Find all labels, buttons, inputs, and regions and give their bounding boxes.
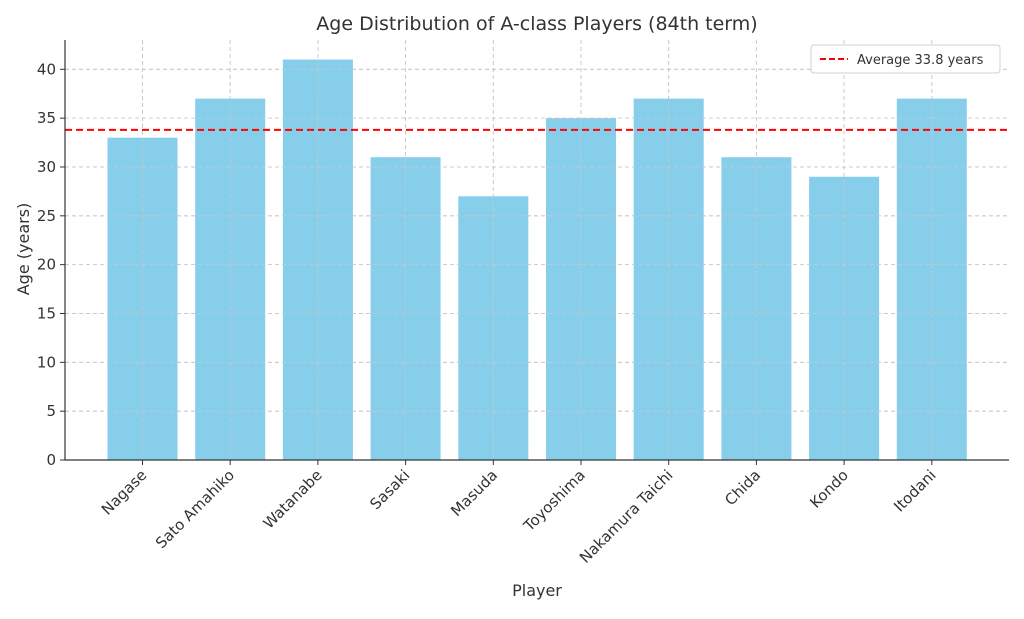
legend: Average 33.8 years (810, 44, 1001, 74)
y-tick-label: 10 (37, 353, 56, 371)
y-tick-label: 40 (37, 60, 56, 78)
y-tick-label: 35 (37, 109, 56, 127)
x-tick-label: Kondo (806, 466, 852, 512)
y-tick-label: 0 (46, 451, 56, 469)
x-tick-label: Chida (721, 466, 764, 509)
x-tick-label: Toyoshima (519, 466, 588, 535)
y-tick-label: 25 (37, 207, 56, 225)
legend-box (810, 44, 1001, 74)
x-tick-label: Nakamura Taichi (576, 466, 677, 567)
y-tick-label: 5 (46, 402, 56, 420)
x-tick-label: Sato Amahiko (152, 466, 238, 552)
x-tick-label: Nagase (98, 466, 150, 518)
x-tick-label: Watanabe (260, 466, 326, 532)
y-tick-label: 20 (37, 256, 56, 274)
x-tick-label: Masuda (447, 466, 501, 520)
y-tick-label: 30 (37, 158, 56, 176)
x-tick-label: Sasaki (366, 466, 413, 513)
y-tick-label: 15 (37, 304, 56, 322)
y-axis-label: Age (years) (14, 203, 33, 296)
bars (65, 40, 1009, 461)
chart-title: Age Distribution of A-class Players (84t… (316, 13, 757, 35)
axes (60, 40, 1009, 465)
x-axis-label: Player (512, 581, 562, 600)
legend-average-label: Average 33.8 years (857, 53, 984, 68)
x-tick-label: Itodani (890, 466, 939, 515)
bar-kondo (809, 176, 880, 460)
